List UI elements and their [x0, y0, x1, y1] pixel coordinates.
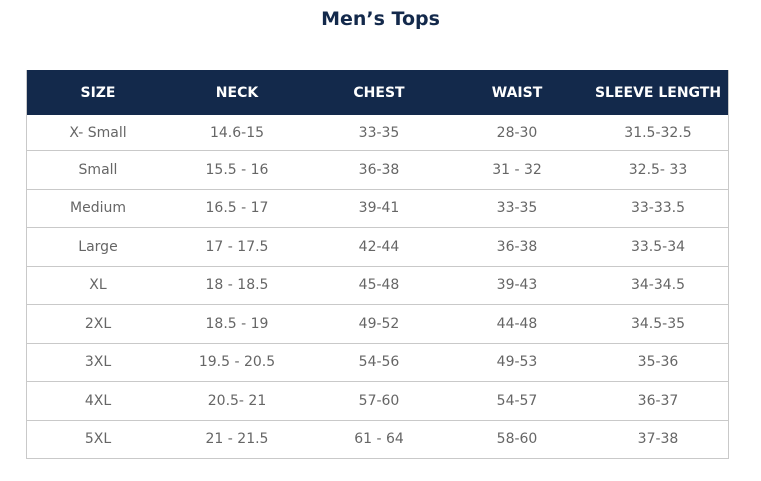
table-row: 2XL 18.5 - 19 49-52 44-48 34.5-35: [27, 304, 728, 343]
table-cell: 15.5 - 16: [205, 161, 269, 178]
table-cell: 37-38: [637, 431, 679, 448]
table-cell: 39-43: [496, 277, 538, 294]
table-cell: 20.5- 21: [207, 392, 267, 409]
table-cell: 33-35: [358, 124, 400, 141]
table-cell: 4XL: [84, 392, 112, 409]
table-cell: Large: [78, 238, 118, 255]
table-row: 3XL 19.5 - 20.5 54-56 49-53 35-36: [27, 342, 728, 382]
table-row: 4XL 20.5- 21 57-60 54-57 36-37: [27, 381, 728, 420]
table-cell: 31 - 32: [492, 161, 542, 178]
column-header: SIZE: [80, 84, 116, 101]
table-cell: 36-38: [358, 161, 400, 178]
table-cell: 36-37: [637, 392, 679, 409]
table-cell: 54-56: [358, 354, 400, 371]
table-cell: 34-34.5: [630, 277, 686, 294]
table-cell: Medium: [70, 200, 126, 217]
table-cell: 19.5 - 20.5: [198, 354, 276, 371]
table-cell: 44-48: [496, 315, 538, 332]
table-row: X- Small 14.6-15 33-35 28-30 31.5-32.5: [27, 115, 728, 150]
table-cell: 14.6-15: [209, 124, 265, 141]
table-cell: 57-60: [358, 392, 400, 409]
table-cell: 17 - 17.5: [205, 238, 269, 255]
table-row: XL 18 - 18.5 45-48 39-43 34-34.5: [27, 265, 728, 305]
table-cell: Small: [78, 161, 118, 178]
table-cell: 18 - 18.5: [205, 277, 269, 294]
table-cell: 39-41: [358, 200, 400, 217]
table-cell: 36-38: [496, 238, 538, 255]
table-cell: 5XL: [84, 431, 112, 448]
table-cell: 33-33.5: [630, 200, 686, 217]
title: Men’s Tops: [321, 8, 440, 30]
table-row: Small 15.5 - 16 36-38 31 - 32 32.5- 33: [27, 150, 728, 189]
table-cell: 33.5-34: [630, 238, 686, 255]
column-header: WAIST: [491, 84, 543, 101]
table-cell: 42-44: [358, 238, 400, 255]
table-cell: 16.5 - 17: [205, 200, 269, 217]
table-cell: 35-36: [637, 354, 679, 371]
table-cell: 18.5 - 19: [205, 315, 269, 332]
size-table: SIZE NECK CHEST WAIST SLEEVE LENGTH X- Small 1…: [26, 70, 729, 459]
column-header: SLEEVE LENGTH: [594, 84, 722, 101]
table-row: Medium 16.5 - 17 39-41 33-35 33-33.5: [27, 188, 728, 228]
table-row: 5XL 21 - 21.5 61 - 64 58-60 37-38: [27, 419, 728, 459]
table-cell: 31.5-32.5: [624, 124, 692, 141]
table-cell: 54-57: [496, 392, 538, 409]
table-cell: 34.5-35: [630, 315, 686, 332]
table-cell: 58-60: [496, 431, 538, 448]
table-cell: 61 - 64: [354, 431, 404, 448]
table-cell: 32.5- 33: [628, 161, 688, 178]
table-cell: 49-52: [358, 315, 400, 332]
table-cell: 33-35: [496, 200, 538, 217]
table-cell: 49-53: [496, 354, 538, 371]
table-cell: 3XL: [84, 354, 112, 371]
column-header: NECK: [215, 84, 259, 101]
table-cell: 21 - 21.5: [205, 431, 269, 448]
table-cell: 28-30: [496, 124, 538, 141]
table-cell: X- Small: [69, 124, 127, 141]
table-header: SIZE NECK CHEST WAIST SLEEVE LENGTH: [27, 70, 728, 115]
table-cell: 45-48: [358, 277, 400, 294]
table-cell: XL: [89, 277, 107, 294]
column-header: CHEST: [353, 84, 405, 101]
table-cell: 2XL: [84, 315, 112, 332]
table-row: Large 17 - 17.5 42-44 36-38 33.5-34: [27, 227, 728, 266]
